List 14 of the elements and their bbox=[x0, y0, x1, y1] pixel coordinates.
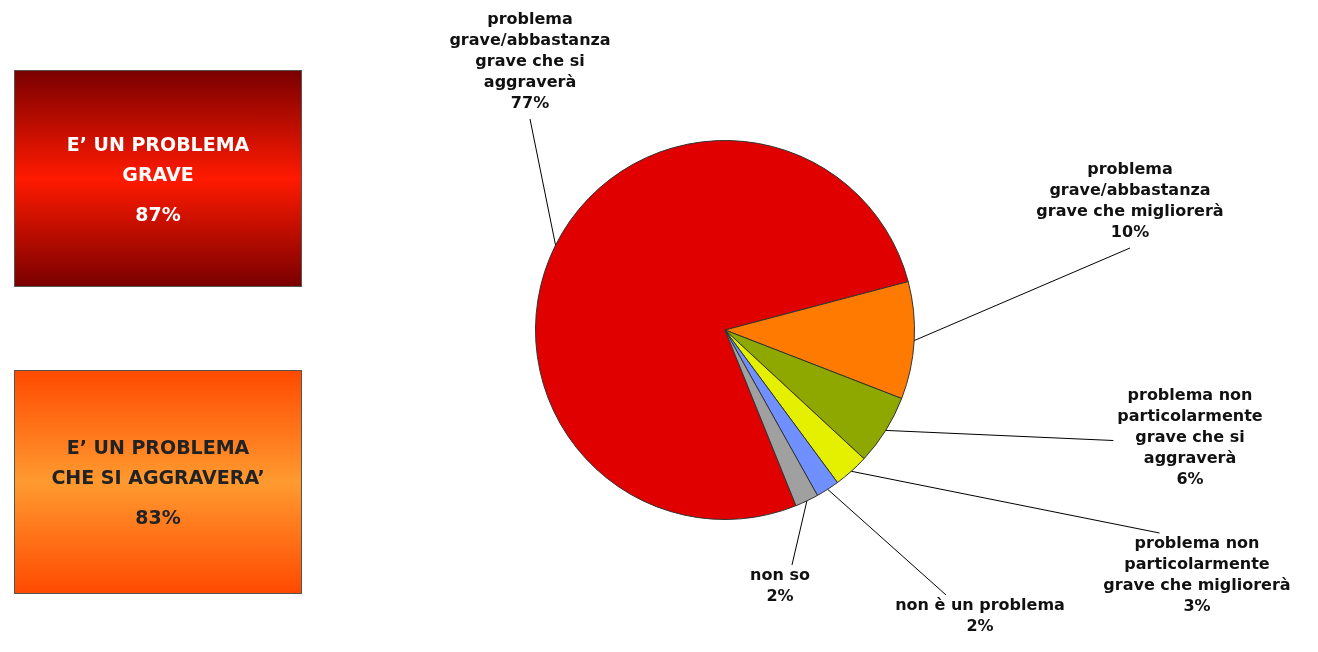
slice-label: non so bbox=[750, 565, 810, 585]
data-label: 6% bbox=[1176, 469, 1204, 489]
slice-label: non è un problema bbox=[895, 595, 1065, 615]
slice-label: problema non particolarmente grave che migliorerà bbox=[1103, 533, 1291, 595]
slice-label: problema grave/abbastanza grave che migliorerà bbox=[1036, 159, 1224, 221]
text: E’ UN PROBLEMA GRAVE 87% bbox=[65, 131, 251, 227]
data-label: 2% bbox=[766, 586, 794, 606]
data-label: 3% bbox=[1183, 596, 1211, 616]
data-label: 10% bbox=[1110, 222, 1150, 242]
slice-label: problema non particolarmente grave che si aggraverà bbox=[1117, 385, 1263, 468]
data-label: 77% bbox=[510, 93, 550, 113]
text: E’ UN PROBLEMA CHE SI AGGRAVERA’ 83% bbox=[50, 435, 266, 530]
slice-label: problema grave/abbastanza grave che si aggraverà bbox=[449, 9, 611, 92]
data-label: 2% bbox=[966, 616, 994, 636]
